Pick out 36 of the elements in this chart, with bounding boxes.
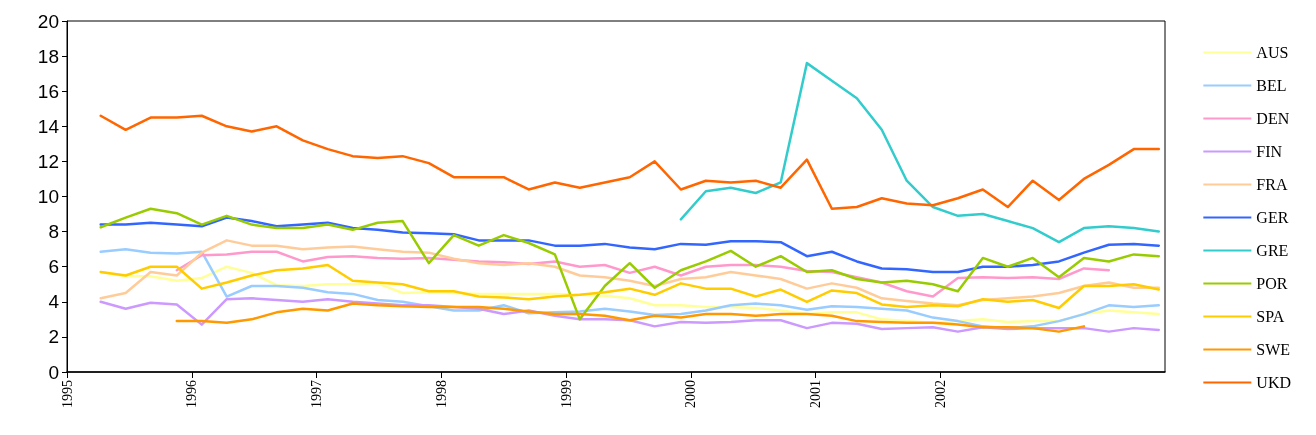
y-tick-label: 20 <box>37 10 59 32</box>
line-series <box>99 207 1161 321</box>
legend-label: BEL <box>1256 77 1287 94</box>
legend-label: POR <box>1256 275 1288 292</box>
y-tick-label: 18 <box>37 45 59 67</box>
legend-label: GRE <box>1256 242 1289 259</box>
line-series <box>679 61 1161 244</box>
y-tick-label: 8 <box>48 221 59 243</box>
legend-label: UKD <box>1256 374 1292 391</box>
legend-label: FRA <box>1256 176 1288 193</box>
y-tick-label: 4 <box>48 291 60 313</box>
line-series <box>99 216 1161 274</box>
x-tick-label: 1998 <box>433 380 449 408</box>
legend-label: GER <box>1256 209 1289 226</box>
y-tick-label: 10 <box>37 186 59 207</box>
x-tick-label: 1997 <box>309 380 325 408</box>
legend-label: DEN <box>1256 110 1290 127</box>
legend-label: SPA <box>1256 308 1285 325</box>
y-tick-label: 12 <box>37 150 59 172</box>
legend-label: SWE <box>1256 341 1291 358</box>
y-tick-label: 2 <box>48 326 59 348</box>
y-tick-label: 6 <box>48 256 59 278</box>
x-tick-label: 1995 <box>59 380 75 408</box>
line-series <box>99 263 1161 310</box>
x-tick-label: 1999 <box>558 380 574 408</box>
x-tick-label: 2001 <box>808 380 824 408</box>
x-tick-label: 1996 <box>184 380 200 408</box>
y-tick-label: 16 <box>37 80 59 102</box>
x-tick-label: 2000 <box>683 380 699 408</box>
y-tick-label: 0 <box>48 361 59 383</box>
x-tick-label: 2002 <box>932 380 948 408</box>
legend-label: FIN <box>1256 143 1283 160</box>
line-series <box>175 302 1086 333</box>
line-series <box>99 114 1161 211</box>
legend-label: AUS <box>1256 44 1289 61</box>
y-tick-label: 14 <box>37 115 60 137</box>
